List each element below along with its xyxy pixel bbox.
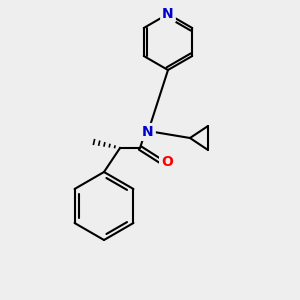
Text: N: N [162,7,174,21]
Text: O: O [161,155,173,169]
Text: N: N [142,125,154,139]
